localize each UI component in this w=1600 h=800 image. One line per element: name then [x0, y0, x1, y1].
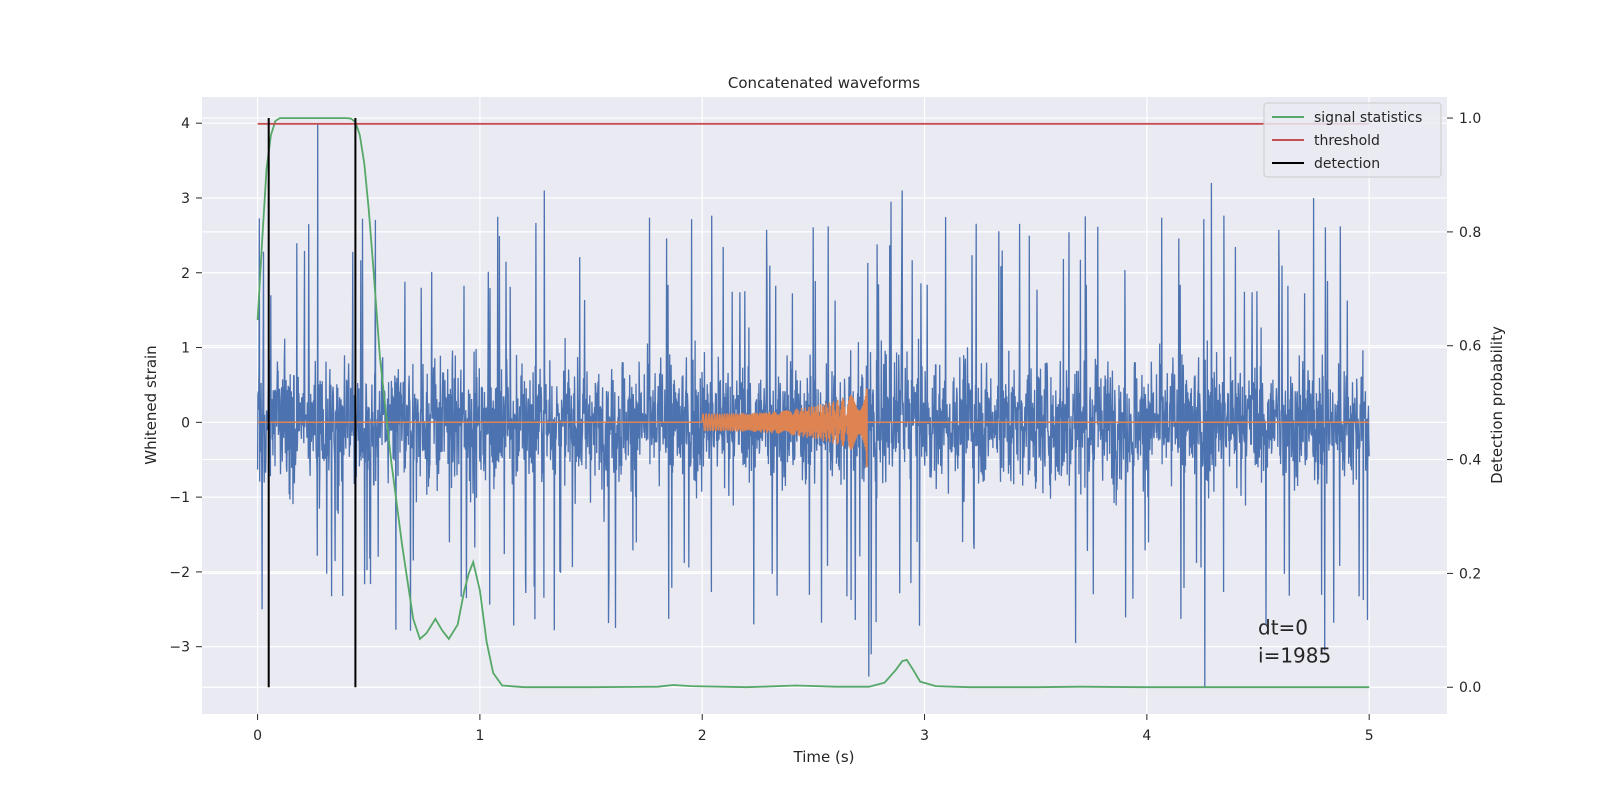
signal-statistics-line [256, 117, 1370, 689]
y2-tick-label: 0.0 [1459, 680, 1481, 696]
y-tick-label: 0 [181, 415, 190, 431]
y2-axis-title: Detection probability [1488, 326, 1506, 484]
x-tick-label: 1 [475, 728, 484, 744]
x-tick-label: 0 [253, 728, 262, 744]
annotation-block: dt=0 i=1985 [1258, 615, 1331, 667]
y-tick-label: −1 [169, 490, 190, 506]
y-axis-title: Whitened strain [142, 345, 160, 464]
y2-tick-label: 0.6 [1459, 339, 1481, 355]
y-tick-label: 4 [181, 116, 190, 132]
y-tick-label: 1 [181, 341, 190, 357]
axes-layer: 0 1 2 3 4 5 −3 −2 −1 0 1 2 3 4 0.0 0.2 0.4 0.6 0.8 1.0 [169, 111, 1481, 744]
legend-frame [1263, 102, 1442, 178]
y-tick-label: −3 [169, 640, 190, 656]
chart-title: Concatenated waveforms [728, 74, 920, 92]
legend-label: signal statistics [1314, 110, 1422, 126]
legend-label: threshold [1314, 133, 1380, 149]
series-layer [256, 117, 1370, 689]
x-tick-label: 2 [698, 728, 707, 744]
x-tick-label: 4 [1142, 728, 1151, 744]
annotation-index: i=1985 [1258, 643, 1331, 667]
y-tick-label: 3 [181, 191, 190, 207]
y-tick-label: −2 [169, 565, 190, 581]
x-tick-label: 3 [920, 728, 929, 744]
legend-label: detection [1314, 156, 1380, 172]
y2-tick-label: 0.8 [1459, 225, 1481, 241]
injected-signal-line [257, 392, 1370, 451]
whitened-strain-line [256, 123, 1370, 688]
y-tick-label: 2 [181, 266, 190, 282]
x-tick-label: 5 [1365, 728, 1374, 744]
y2-tick-label: 0.2 [1459, 566, 1481, 582]
annotation-dt: dt=0 [1258, 615, 1308, 639]
x-axis-title: Time (s) [793, 748, 855, 766]
y2-tick-label: 0.4 [1459, 453, 1481, 469]
y2-tick-label: 1.0 [1459, 111, 1481, 127]
legend: signal statistics threshold detection [1263, 102, 1442, 178]
